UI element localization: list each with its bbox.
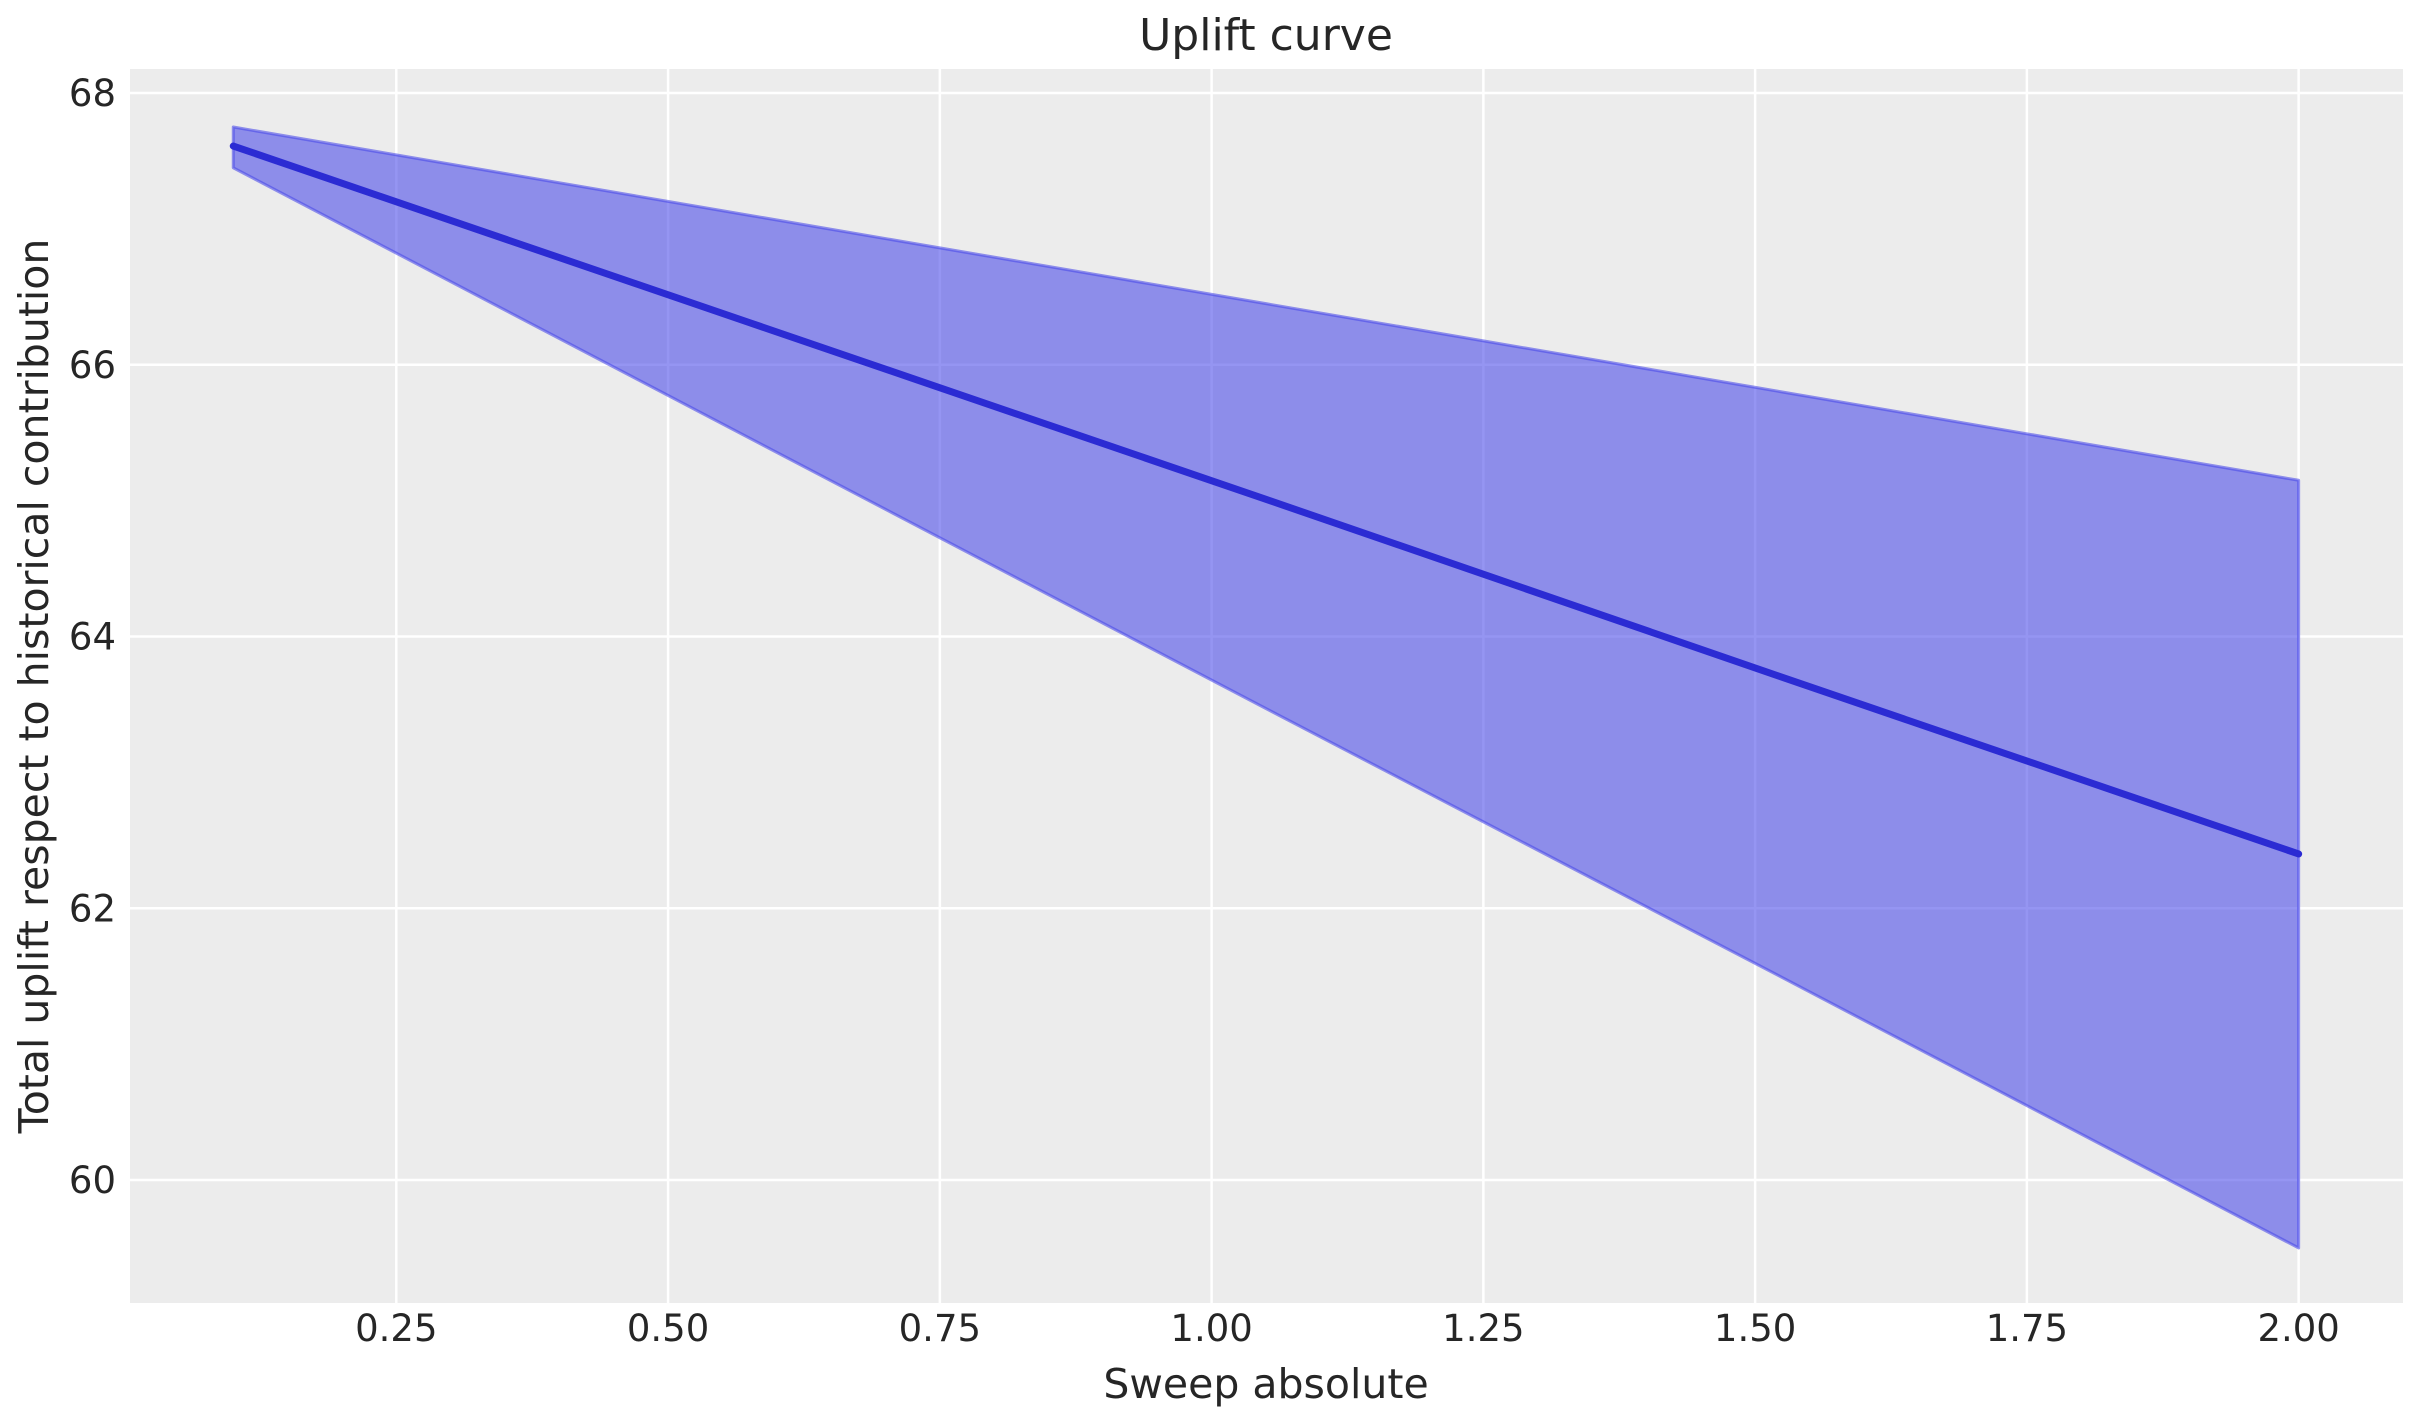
y-tick-label: 64: [69, 616, 116, 659]
x-tick-labels: 0.25 0.50 0.75 1.00 1.25 1.50 1.75 2.00: [355, 1307, 2340, 1350]
x-tick-label: 0.75: [899, 1307, 981, 1350]
x-tick-label: 1.25: [1442, 1307, 1524, 1350]
x-axis-label: Sweep absolute: [1103, 1360, 1428, 1408]
chart-title: Uplift curve: [1139, 10, 1393, 61]
y-tick-label: 62: [69, 887, 116, 930]
uplift-line: [229, 142, 2303, 858]
x-tick-label: 2.00: [2257, 1307, 2339, 1350]
x-tick-label: 1.75: [1986, 1307, 2068, 1350]
x-tick-label: 0.25: [355, 1307, 437, 1350]
confidence-band: [231, 125, 2301, 1250]
x-tick-label: 0.50: [627, 1307, 709, 1350]
y-tick-label: 60: [69, 1159, 116, 1202]
y-tick-labels: 68 66 64 62 60: [69, 72, 116, 1202]
x-tick-label: 1.00: [1170, 1307, 1252, 1350]
y-tick-label: 66: [69, 344, 116, 387]
x-tick-label: 1.50: [1714, 1307, 1796, 1350]
y-axis-label: Total uplift respect to historical contr…: [10, 239, 58, 1135]
y-tick-label: 68: [69, 72, 116, 115]
